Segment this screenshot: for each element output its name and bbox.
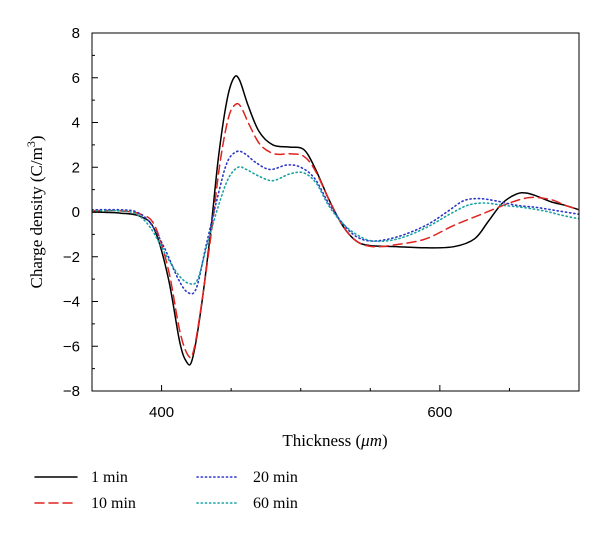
y-tick-label: −2 bbox=[63, 249, 80, 266]
series-line-4 bbox=[92, 166, 579, 286]
y-axis-title: Charge density (C/m3) bbox=[24, 135, 46, 288]
x-tick-label: 400 bbox=[149, 404, 174, 421]
legend-label-4: 60 min bbox=[253, 495, 298, 512]
y-tick-label: 4 bbox=[72, 115, 80, 132]
legend-label-1: 1 min bbox=[91, 469, 128, 486]
y-tick-label: 6 bbox=[72, 70, 80, 87]
series-line-2 bbox=[92, 102, 579, 359]
legend-label-3: 20 min bbox=[253, 469, 298, 486]
legend: 1 min 10 min 20 min 60 min bbox=[34, 469, 298, 512]
y-tick-label: 2 bbox=[72, 159, 80, 176]
series-line-1 bbox=[92, 75, 579, 366]
series-line-3 bbox=[92, 150, 579, 295]
series-layer bbox=[92, 75, 579, 366]
legend-label-2: 10 min bbox=[91, 495, 136, 512]
y-tick-label: −6 bbox=[63, 338, 80, 355]
x-tick-label: 600 bbox=[427, 404, 452, 421]
x-axis-title: Thickness (μm) bbox=[282, 431, 387, 450]
y-tick-label: −4 bbox=[63, 294, 80, 311]
y-tick-label: 8 bbox=[72, 25, 80, 42]
ticks-layer: −8 −6 −4 −2 0 2 4 6 8 400 600 bbox=[63, 25, 580, 421]
y-tick-label: −8 bbox=[63, 383, 80, 400]
y-tick-label: 0 bbox=[72, 204, 80, 221]
